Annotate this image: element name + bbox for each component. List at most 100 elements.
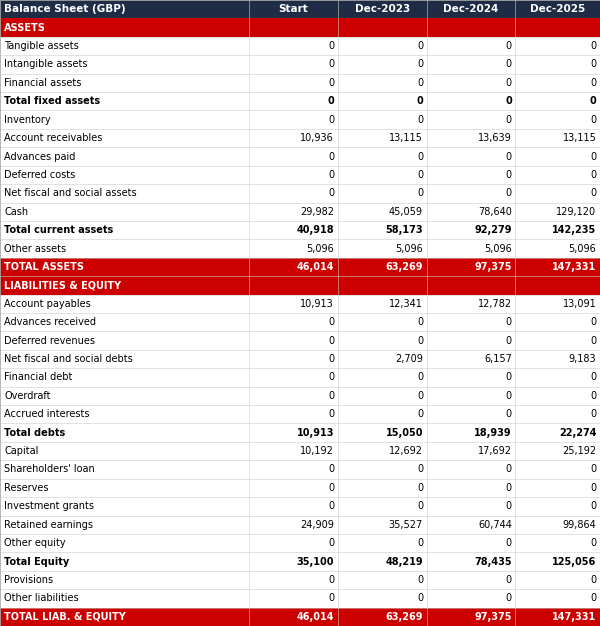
Text: Start: Start bbox=[278, 4, 308, 14]
Text: 0: 0 bbox=[417, 78, 423, 88]
Bar bbox=[0, 166, 600, 184]
Text: Financial debt: Financial debt bbox=[4, 372, 73, 382]
Text: Cash: Cash bbox=[4, 207, 28, 217]
Bar bbox=[0, 276, 600, 295]
Text: 0: 0 bbox=[328, 41, 334, 51]
Text: 35,527: 35,527 bbox=[389, 520, 423, 530]
Text: 0: 0 bbox=[590, 391, 596, 401]
Text: 0: 0 bbox=[417, 464, 423, 475]
Text: 78,435: 78,435 bbox=[474, 557, 512, 567]
Text: TOTAL ASSETS: TOTAL ASSETS bbox=[4, 262, 84, 272]
Text: 0: 0 bbox=[590, 78, 596, 88]
Text: TOTAL LIAB. & EQUITY: TOTAL LIAB. & EQUITY bbox=[4, 612, 126, 622]
Text: 147,331: 147,331 bbox=[552, 612, 596, 622]
Text: 6,157: 6,157 bbox=[484, 354, 512, 364]
Bar bbox=[0, 423, 600, 442]
Text: 9,183: 9,183 bbox=[569, 354, 596, 364]
Text: 0: 0 bbox=[590, 464, 596, 475]
Bar bbox=[0, 92, 600, 110]
Text: 0: 0 bbox=[417, 59, 423, 69]
Text: 12,782: 12,782 bbox=[478, 299, 512, 309]
Text: 0: 0 bbox=[417, 115, 423, 125]
Text: 0: 0 bbox=[506, 501, 512, 511]
Text: 0: 0 bbox=[328, 372, 334, 382]
Text: 0: 0 bbox=[328, 336, 334, 346]
Text: 46,014: 46,014 bbox=[296, 262, 334, 272]
Text: 0: 0 bbox=[506, 151, 512, 162]
Text: 0: 0 bbox=[417, 575, 423, 585]
Text: 35,100: 35,100 bbox=[296, 557, 334, 567]
Text: 0: 0 bbox=[328, 593, 334, 603]
Bar bbox=[0, 368, 600, 387]
Text: Dec-2025: Dec-2025 bbox=[530, 4, 586, 14]
Bar bbox=[0, 147, 600, 166]
Text: 0: 0 bbox=[590, 336, 596, 346]
Bar bbox=[0, 74, 600, 92]
Text: 0: 0 bbox=[590, 170, 596, 180]
Bar bbox=[0, 110, 600, 129]
Text: 0: 0 bbox=[590, 59, 596, 69]
Bar bbox=[0, 313, 600, 331]
Text: Overdraft: Overdraft bbox=[4, 391, 50, 401]
Bar bbox=[0, 203, 600, 221]
Text: 0: 0 bbox=[590, 115, 596, 125]
Text: Net fiscal and social assets: Net fiscal and social assets bbox=[4, 188, 137, 198]
Text: 0: 0 bbox=[328, 538, 334, 548]
Text: 48,219: 48,219 bbox=[385, 557, 423, 567]
Text: 0: 0 bbox=[417, 372, 423, 382]
Bar bbox=[0, 589, 600, 608]
Text: 0: 0 bbox=[328, 354, 334, 364]
Text: 18,939: 18,939 bbox=[474, 428, 512, 438]
Text: 0: 0 bbox=[328, 575, 334, 585]
Text: 0: 0 bbox=[328, 409, 334, 419]
Bar bbox=[0, 479, 600, 497]
Text: Other assets: Other assets bbox=[4, 244, 67, 254]
Text: 0: 0 bbox=[328, 96, 334, 106]
Text: 0: 0 bbox=[328, 464, 334, 475]
Bar bbox=[0, 184, 600, 203]
Text: Total Equity: Total Equity bbox=[4, 557, 70, 567]
Text: 0: 0 bbox=[328, 78, 334, 88]
Text: Reserves: Reserves bbox=[4, 483, 49, 493]
Text: 0: 0 bbox=[417, 483, 423, 493]
Text: 12,692: 12,692 bbox=[389, 446, 423, 456]
Text: 0: 0 bbox=[328, 59, 334, 69]
Text: 0: 0 bbox=[328, 151, 334, 162]
Text: Tangible assets: Tangible assets bbox=[4, 41, 79, 51]
Text: 0: 0 bbox=[417, 538, 423, 548]
Text: 0: 0 bbox=[590, 483, 596, 493]
Text: 0: 0 bbox=[506, 59, 512, 69]
Text: 0: 0 bbox=[506, 483, 512, 493]
Text: 0: 0 bbox=[505, 96, 512, 106]
Text: Other liabilities: Other liabilities bbox=[4, 593, 79, 603]
Bar bbox=[0, 608, 600, 626]
Text: 0: 0 bbox=[506, 336, 512, 346]
Text: ASSETS: ASSETS bbox=[4, 23, 46, 33]
Text: 0: 0 bbox=[590, 151, 596, 162]
Text: LIABILITIES & EQUITY: LIABILITIES & EQUITY bbox=[4, 280, 121, 290]
Text: Deferred costs: Deferred costs bbox=[4, 170, 76, 180]
Text: 0: 0 bbox=[506, 593, 512, 603]
Bar bbox=[0, 129, 600, 147]
Bar bbox=[0, 331, 600, 350]
Text: Dec-2024: Dec-2024 bbox=[443, 4, 499, 14]
Text: 0: 0 bbox=[590, 372, 596, 382]
Text: 25,192: 25,192 bbox=[562, 446, 596, 456]
Text: Total fixed assets: Total fixed assets bbox=[4, 96, 100, 106]
Text: Dec-2023: Dec-2023 bbox=[355, 4, 410, 14]
Text: 63,269: 63,269 bbox=[386, 612, 423, 622]
Text: 0: 0 bbox=[417, 317, 423, 327]
Text: Balance Sheet (GBP): Balance Sheet (GBP) bbox=[4, 4, 126, 14]
Text: Inventory: Inventory bbox=[4, 115, 51, 125]
Text: 5,096: 5,096 bbox=[307, 244, 334, 254]
Text: 5,096: 5,096 bbox=[395, 244, 423, 254]
Text: Accrued interests: Accrued interests bbox=[4, 409, 90, 419]
Bar bbox=[0, 497, 600, 516]
Bar bbox=[0, 37, 600, 55]
Text: 13,115: 13,115 bbox=[563, 133, 596, 143]
Text: 0: 0 bbox=[590, 575, 596, 585]
Text: 142,235: 142,235 bbox=[552, 225, 596, 235]
Text: 0: 0 bbox=[590, 41, 596, 51]
Text: 0: 0 bbox=[506, 372, 512, 382]
Text: 147,331: 147,331 bbox=[552, 262, 596, 272]
